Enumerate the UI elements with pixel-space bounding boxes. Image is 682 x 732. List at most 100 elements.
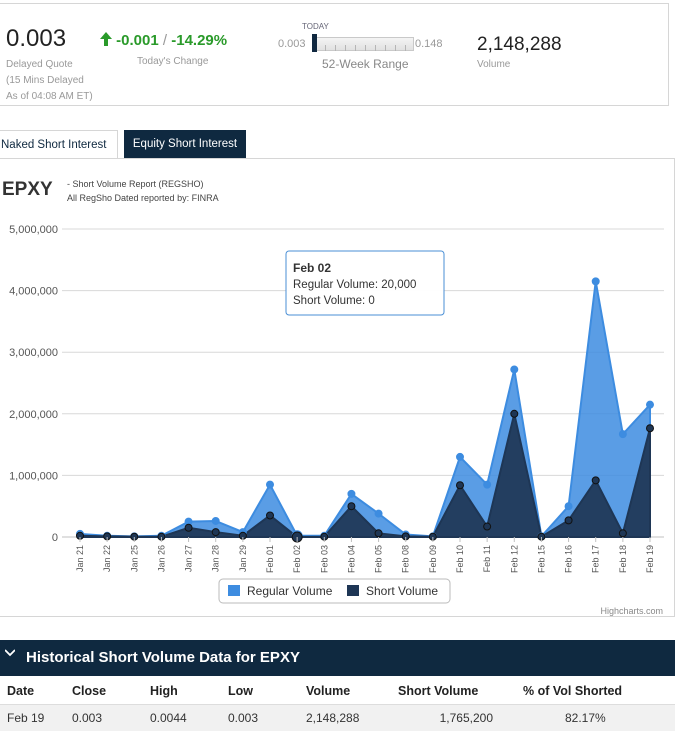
range-label: 52-Week Range: [322, 57, 409, 71]
legend-item-regular-volume[interactable]: Regular Volume: [228, 584, 333, 598]
chart-legend: Regular Volume Short Volume: [218, 578, 451, 604]
data-point[interactable]: [374, 509, 383, 518]
chart-symbol: EPXY: [2, 179, 53, 200]
last-price: 0.003: [6, 25, 67, 52]
data-point[interactable]: [591, 277, 600, 286]
x-tick-label: Jan 26: [156, 545, 166, 572]
x-tick-label: Feb 17: [591, 545, 601, 573]
change-percent: -14.29%: [171, 32, 228, 49]
cell-close: 0.003: [72, 704, 150, 731]
change-label: Today's Change: [137, 56, 209, 67]
chart-panel: EPXY - Short Volume Report (REGSHO) All …: [0, 158, 675, 617]
table-row: Feb 19 0.003 0.0044 0.003 2,148,288 1,76…: [0, 704, 675, 731]
y-tick-label: 4,000,000: [9, 286, 58, 298]
historical-section-header[interactable]: Historical Short Volume Data for EPXY: [0, 640, 675, 676]
col-high: High: [150, 678, 228, 705]
data-point[interactable]: [211, 516, 220, 525]
data-point[interactable]: [591, 476, 600, 485]
legend-swatch-short: [347, 585, 359, 596]
col-close: Close: [72, 678, 150, 705]
arrow-up-icon: [100, 32, 112, 46]
range-bar: [314, 37, 414, 51]
x-tick-label: Feb 18: [618, 545, 628, 573]
x-tick-label: Feb 02: [292, 545, 302, 573]
y-tick-label: 2,000,000: [9, 409, 58, 421]
x-tick-label: Feb 08: [401, 545, 411, 573]
cell-date: Feb 19: [0, 704, 72, 731]
x-tick-label: Feb 03: [319, 545, 329, 573]
todays-change: -0.001 / -14.29%: [100, 32, 227, 49]
volume-value: 2,148,288: [477, 34, 562, 55]
series-area-regular: [79, 281, 651, 539]
legend-label-short: Short Volume: [366, 584, 438, 598]
col-date: Date: [0, 678, 72, 705]
y-tick-label: 3,000,000: [9, 347, 58, 359]
x-tick-label: Feb 19: [645, 545, 655, 573]
y-tick-label: 0: [52, 532, 58, 544]
data-point[interactable]: [646, 424, 654, 433]
delay-info: Delayed Quote (15 Mins Delayed As of 04:…: [6, 57, 116, 105]
x-tick-label: Jan 22: [102, 545, 112, 572]
delayed-quote-label: Delayed Quote: [6, 59, 73, 70]
data-point[interactable]: [510, 365, 519, 374]
x-tick-label: Jan 27: [184, 545, 194, 572]
data-point[interactable]: [266, 511, 274, 520]
short-volume-chart[interactable]: EPXY - Short Volume Report (REGSHO) All …: [0, 159, 674, 617]
tooltip-regular-volume: Regular Volume: 20,000: [293, 279, 416, 291]
x-tick-label: Jan 28: [211, 545, 221, 572]
col-volume: Volume: [306, 678, 398, 705]
tab-naked-short-interest[interactable]: Naked Short Interest: [0, 130, 118, 158]
chart-series: [76, 277, 654, 543]
x-tick-label: Feb 16: [564, 545, 574, 573]
y-tick-label: 5,000,000: [9, 224, 58, 236]
historical-title: Historical Short Volume Data for EPXY: [26, 649, 300, 666]
chart-subtitle-1: - Short Volume Report (REGSHO): [67, 179, 204, 189]
range-low: 0.003: [278, 38, 306, 50]
data-point[interactable]: [646, 400, 654, 409]
col-low: Low: [228, 678, 306, 705]
range-today-label: TODAY: [302, 22, 329, 31]
data-point[interactable]: [184, 523, 193, 532]
legend-swatch-regular: [228, 585, 240, 596]
data-point[interactable]: [374, 529, 383, 538]
cell-short-volume: 1,765,200: [398, 704, 523, 731]
x-tick-label: Jan 29: [238, 545, 248, 572]
legend-item-short-volume[interactable]: Short Volume: [347, 584, 438, 598]
tab-equity-short-interest[interactable]: Equity Short Interest: [124, 130, 246, 158]
highcharts-credit[interactable]: Highcharts.com: [600, 606, 663, 616]
data-point[interactable]: [483, 480, 492, 489]
data-point[interactable]: [483, 522, 492, 531]
chart-tooltip: Feb 02 Regular Volume: 20,000 Short Volu…: [285, 250, 445, 316]
x-tick-label: Jan 21: [75, 545, 85, 572]
cell-volume: 2,148,288: [306, 704, 398, 731]
data-point[interactable]: [618, 529, 627, 538]
x-tick-label: Feb 01: [265, 545, 275, 573]
data-point[interactable]: [456, 481, 464, 490]
cell-high: 0.0044: [150, 704, 228, 731]
data-point[interactable]: [564, 516, 573, 525]
range-today-marker: [312, 34, 317, 52]
data-point[interactable]: [347, 489, 356, 498]
data-point[interactable]: [564, 502, 573, 511]
tooltip-short-volume: Short Volume: 0: [293, 295, 375, 307]
data-point[interactable]: [456, 452, 464, 461]
data-point[interactable]: [347, 502, 356, 511]
volume-label: Volume: [477, 59, 511, 70]
data-point[interactable]: [266, 480, 274, 489]
delay-note: (15 Mins Delayed: [6, 75, 84, 86]
x-tick-label: Feb 04: [346, 545, 356, 573]
historical-table: Date Close High Low Volume Short Volume …: [0, 678, 675, 731]
data-point[interactable]: [510, 409, 519, 418]
change-value: -0.001: [116, 32, 159, 49]
data-point[interactable]: [618, 430, 627, 439]
table-header-row: Date Close High Low Volume Short Volume …: [0, 678, 675, 705]
x-tick-label: Feb 09: [428, 545, 438, 573]
x-tick-label: Feb 10: [455, 545, 465, 573]
data-point[interactable]: [211, 528, 220, 537]
quote-summary: 0.003 Delayed Quote (15 Mins Delayed As …: [0, 3, 669, 106]
week-range-widget: TODAY 0.003 0.148 52-Week Range: [278, 22, 478, 82]
y-axis: 0 1,000,000 2,000,000 3,000,000 4,000,000 5,0…: [9, 224, 58, 544]
col-pct-shorted: % of Vol Shorted: [523, 678, 675, 705]
cell-pct-shorted: 82.17%: [523, 704, 675, 731]
x-tick-label: Feb 05: [374, 545, 384, 573]
